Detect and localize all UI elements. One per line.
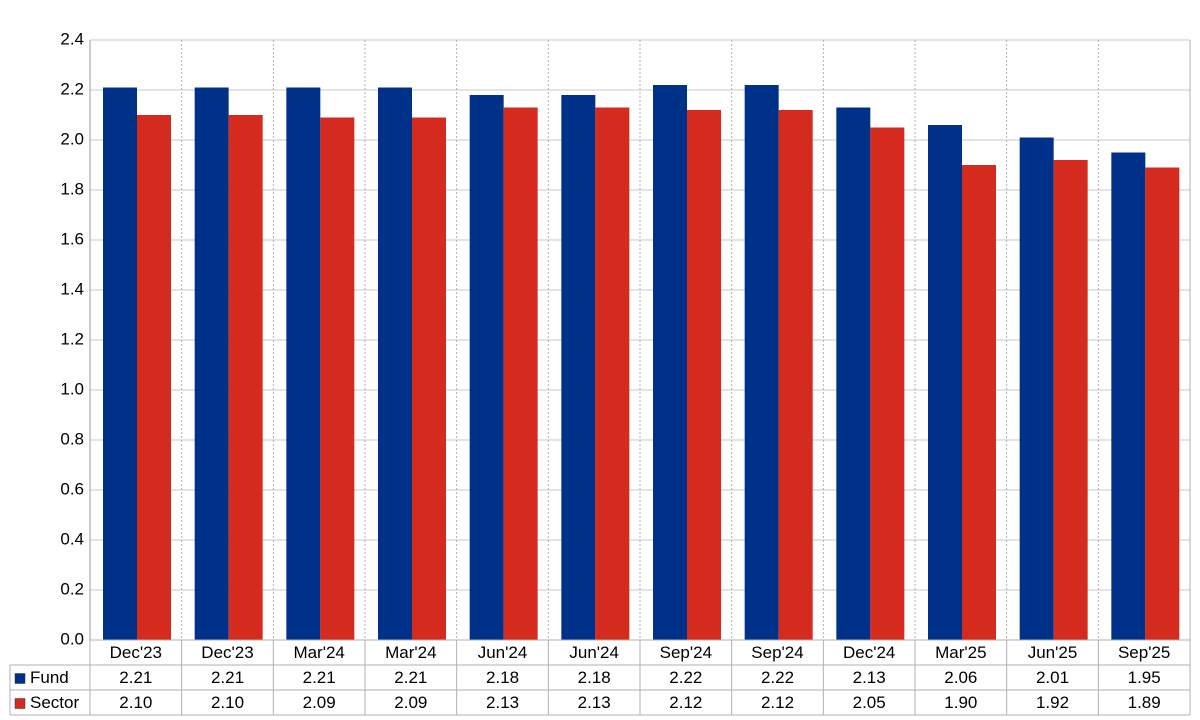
x-tick-label: Dec'23 — [110, 643, 162, 662]
bar — [836, 107, 871, 640]
y-tick-label: 0.2 — [60, 579, 84, 598]
table-value: 2.21 — [394, 668, 427, 687]
bar — [1019, 137, 1054, 640]
table-value: 2.06 — [944, 668, 977, 687]
y-tick-label: 0.4 — [60, 529, 84, 548]
table-value: 2.10 — [119, 693, 152, 712]
bar — [962, 165, 996, 640]
y-tick-label: 1.0 — [60, 379, 84, 398]
table-value: 2.09 — [394, 693, 427, 712]
bar — [320, 117, 355, 640]
table-value: 1.90 — [944, 693, 977, 712]
legend-label: Sector — [30, 693, 79, 712]
table-value: 2.18 — [486, 668, 519, 687]
table-value: 1.95 — [1128, 668, 1161, 687]
table-value: 2.21 — [119, 668, 152, 687]
bar — [687, 110, 721, 640]
table-value: 1.92 — [1036, 693, 1069, 712]
x-tick-label: Dec'24 — [843, 643, 895, 662]
y-tick-label: 0.8 — [60, 429, 84, 448]
table-value: 1.89 — [1128, 693, 1161, 712]
bar — [561, 95, 596, 640]
x-tick-label: Sep'25 — [1118, 643, 1170, 662]
x-tick-label: Sep'24 — [660, 643, 712, 662]
x-tick-label: Jun'24 — [569, 643, 619, 662]
bar — [870, 127, 905, 640]
bar — [778, 110, 813, 640]
table-value: 2.13 — [486, 693, 519, 712]
table-value: 2.01 — [1036, 668, 1069, 687]
bar — [595, 107, 630, 640]
y-tick-label: 1.6 — [60, 229, 84, 248]
bar — [1053, 160, 1088, 640]
bar — [928, 125, 962, 640]
table-value: 2.12 — [761, 693, 794, 712]
x-tick-label: Jun'24 — [478, 643, 528, 662]
table-value: 2.21 — [303, 668, 336, 687]
x-tick-label: Mar'24 — [293, 643, 344, 662]
bar — [286, 87, 321, 640]
bar — [412, 117, 446, 640]
y-tick-label: 1.2 — [60, 329, 84, 348]
bar — [228, 115, 263, 640]
x-tick-label: Sep'24 — [751, 643, 803, 662]
table-value: 2.18 — [578, 668, 611, 687]
y-tick-label: 0.0 — [60, 629, 84, 648]
y-tick-label: 2.2 — [60, 79, 84, 98]
bar — [653, 85, 687, 640]
table-value: 2.22 — [669, 668, 702, 687]
y-tick-label: 1.8 — [60, 179, 84, 198]
y-tick-label: 2.0 — [60, 129, 84, 148]
table-value: 2.13 — [853, 668, 886, 687]
y-tick-label: 2.4 — [60, 29, 84, 48]
table-value: 2.22 — [761, 668, 794, 687]
bar — [103, 87, 137, 640]
y-tick-label: 0.6 — [60, 479, 84, 498]
table-value: 2.13 — [578, 693, 611, 712]
x-tick-label: Jun'25 — [1028, 643, 1078, 662]
x-tick-label: Dec'23 — [201, 643, 253, 662]
table-value: 2.09 — [303, 693, 336, 712]
legend-label: Fund — [30, 668, 69, 687]
bar — [503, 107, 538, 640]
y-tick-label: 1.4 — [60, 279, 84, 298]
bar — [1111, 152, 1146, 640]
table-value: 2.10 — [211, 693, 244, 712]
bar — [194, 87, 229, 640]
table-value: 2.21 — [211, 668, 244, 687]
bar — [378, 87, 412, 640]
legend-swatch — [14, 698, 26, 709]
x-tick-label: Mar'24 — [385, 643, 436, 662]
table-value: 2.12 — [669, 693, 702, 712]
bar — [137, 115, 171, 640]
bar — [469, 95, 504, 640]
x-tick-label: Mar'25 — [935, 643, 986, 662]
bar — [744, 85, 779, 640]
legend-swatch — [14, 673, 26, 684]
table-value: 2.05 — [853, 693, 886, 712]
bar — [1145, 167, 1180, 640]
